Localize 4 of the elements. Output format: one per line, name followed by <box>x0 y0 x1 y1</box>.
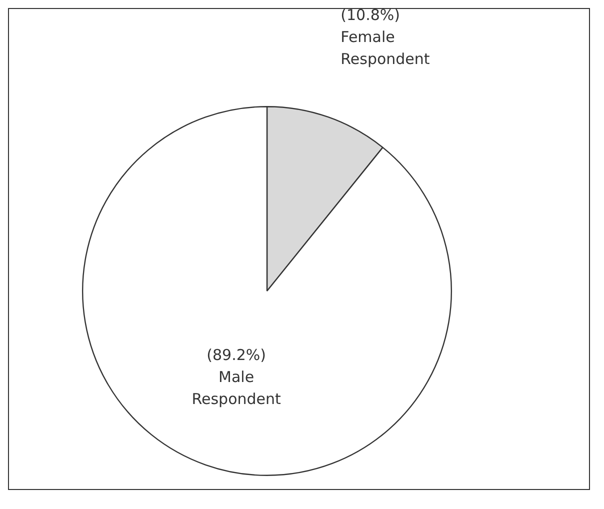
data-label: (10.8%) <box>340 6 400 24</box>
slice-label: Male Respondent <box>192 368 281 408</box>
data-label: (89.2%) <box>206 346 266 364</box>
slice-label: Female Respondent <box>340 28 430 68</box>
